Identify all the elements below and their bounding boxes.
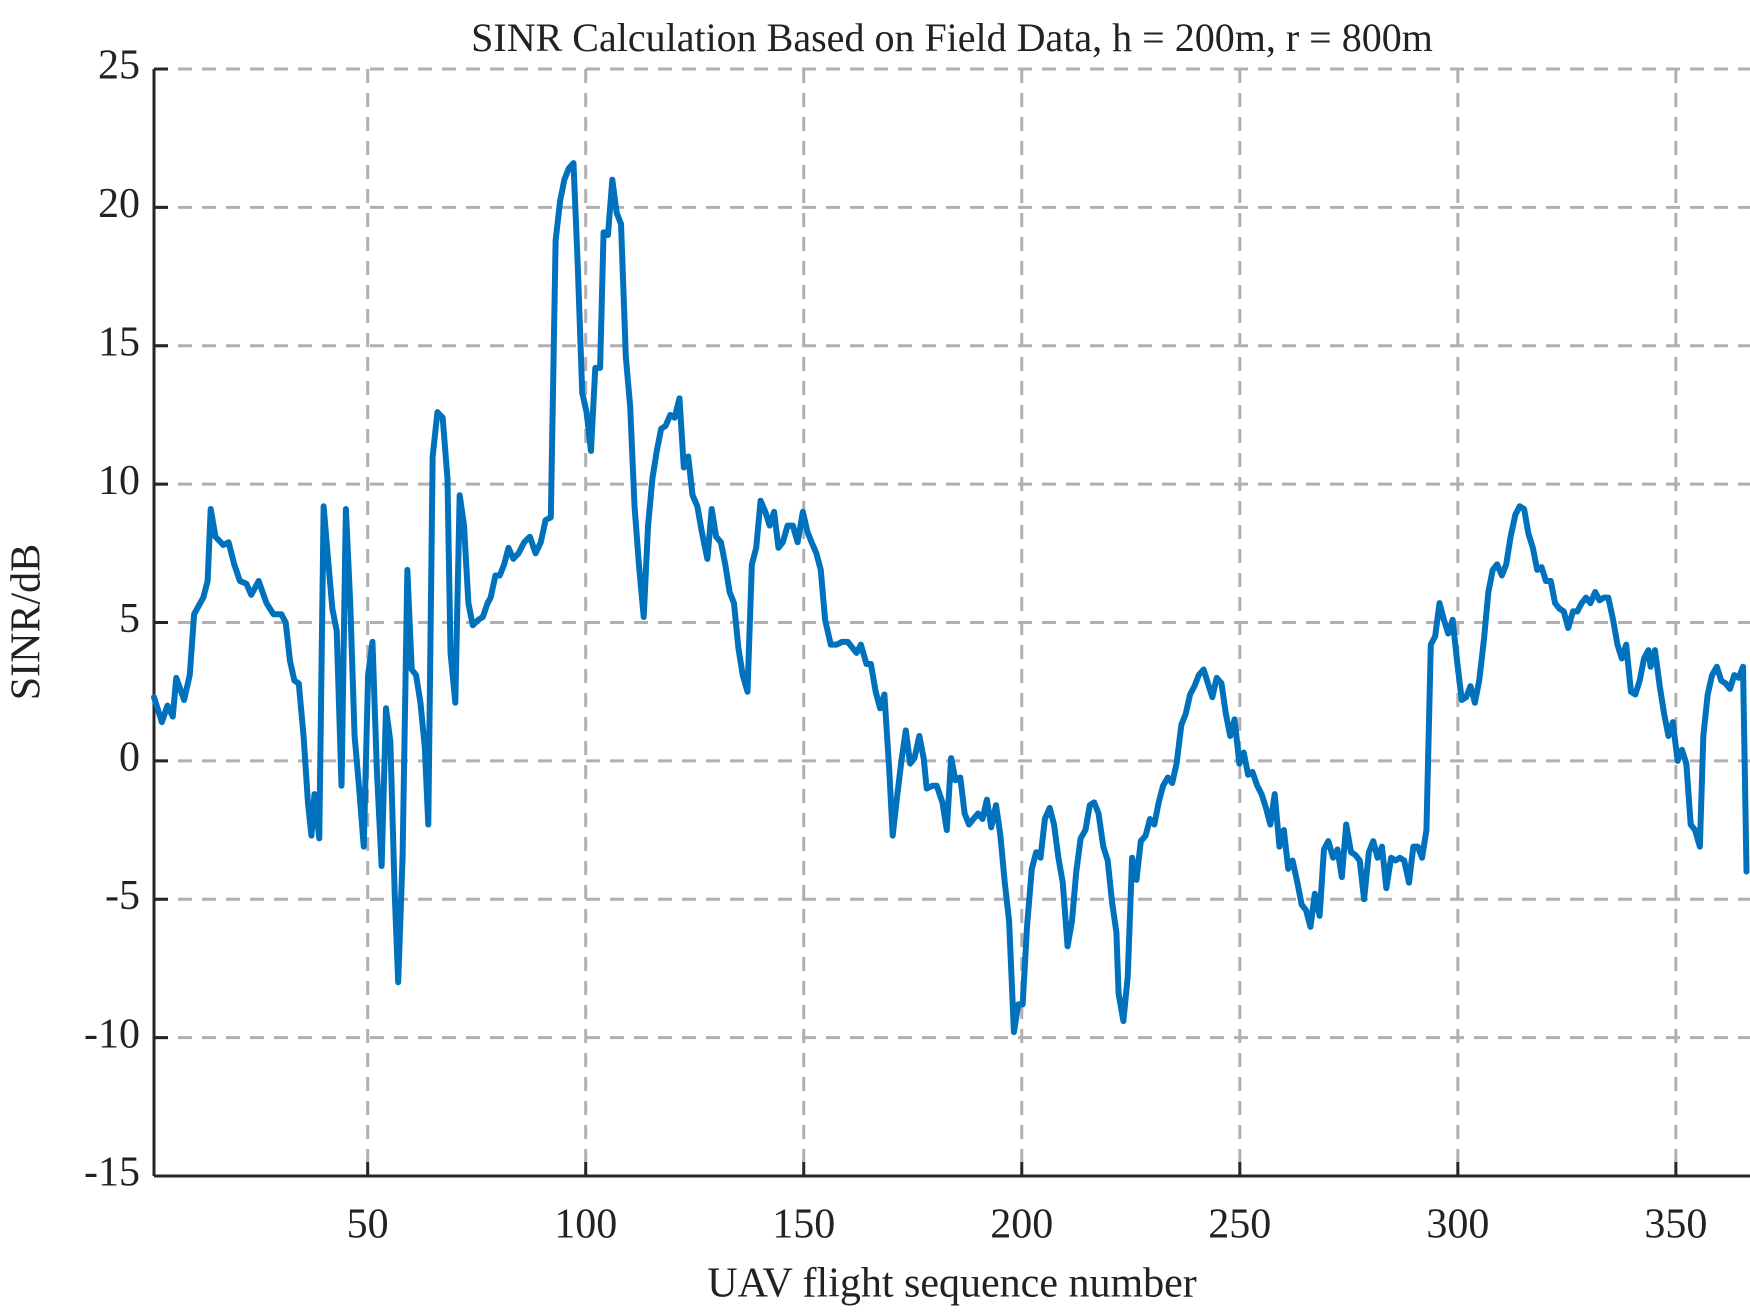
y-tick-label: -5 — [105, 873, 140, 919]
y-tick-label: 5 — [119, 596, 140, 642]
y-axis-label: SINR/dB — [4, 544, 50, 700]
x-tick-label: 200 — [990, 1202, 1053, 1248]
y-tick-label: 25 — [98, 43, 140, 89]
data-line — [151, 160, 1750, 1036]
y-tick-label: 10 — [98, 458, 140, 504]
chart-title: SINR Calculation Based on Field Data, h … — [471, 15, 1433, 60]
x-tick-label: 50 — [347, 1202, 389, 1248]
y-tick-label: -10 — [84, 1011, 140, 1057]
x-tick-label: 150 — [772, 1202, 835, 1248]
y-tick-label: 20 — [98, 181, 140, 227]
x-tick-label: 300 — [1426, 1202, 1489, 1248]
x-tick-label: 100 — [554, 1202, 617, 1248]
x-tick-label: 250 — [1208, 1202, 1271, 1248]
y-tick-label: 0 — [119, 735, 140, 781]
x-tick-label: 350 — [1644, 1202, 1707, 1248]
y-tick-label: 15 — [98, 319, 140, 365]
y-tick-label: -15 — [84, 1150, 140, 1196]
x-axis-label: UAV flight sequence number — [707, 1261, 1197, 1307]
